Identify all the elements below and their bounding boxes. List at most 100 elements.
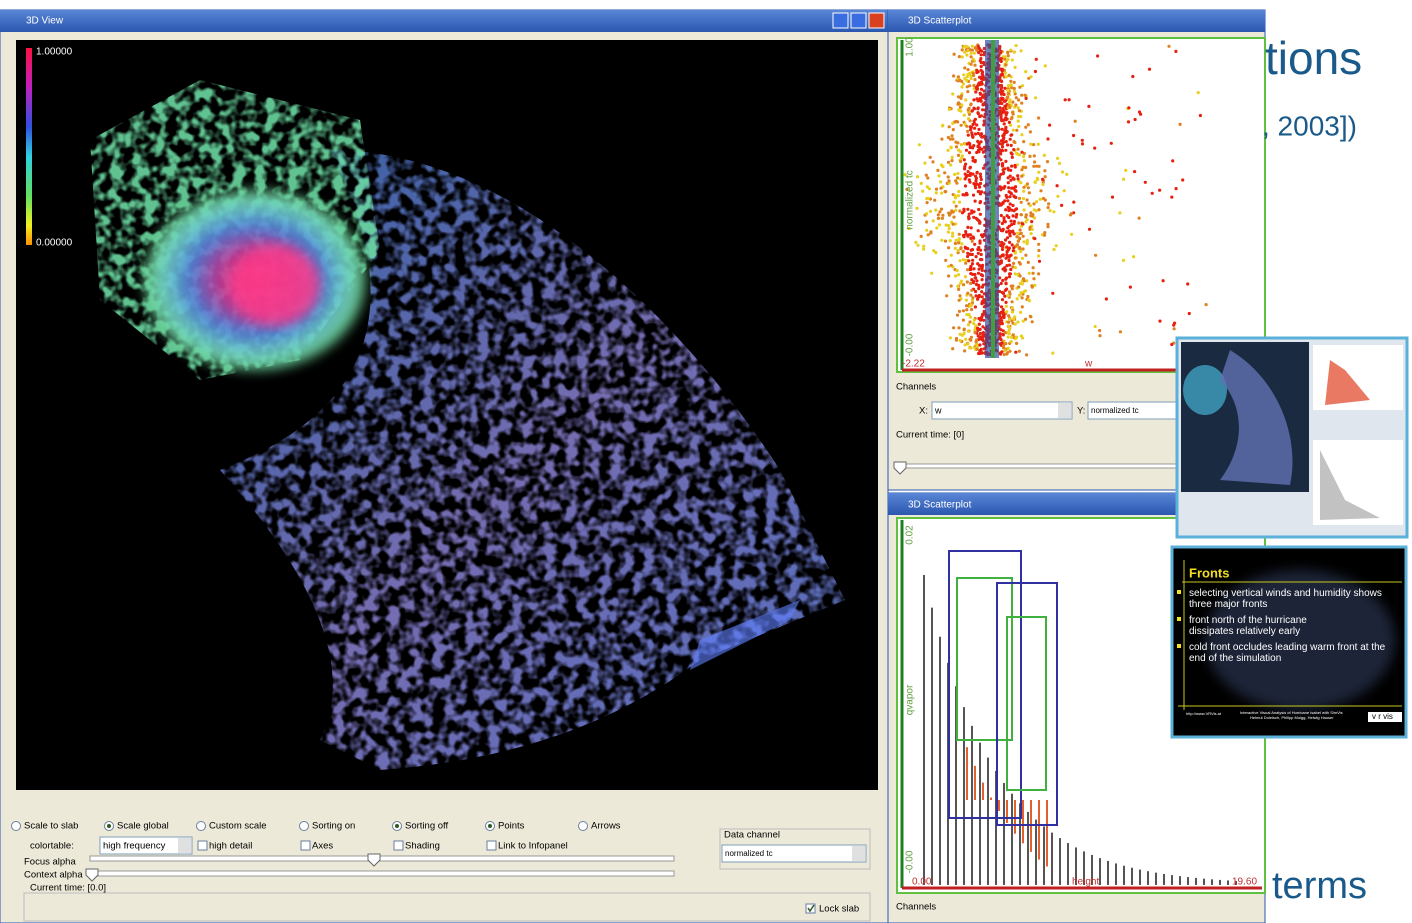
radio-button[interactable] bbox=[197, 822, 206, 831]
dropdown-button[interactable] bbox=[1058, 403, 1071, 418]
scatter-point bbox=[1020, 49, 1023, 52]
checkbox[interactable] bbox=[301, 841, 310, 850]
scatter-point bbox=[966, 280, 969, 283]
scatter-point bbox=[1003, 111, 1006, 114]
checkbox[interactable] bbox=[198, 841, 207, 850]
radio-label[interactable]: Sorting on bbox=[312, 821, 355, 832]
scatter-point bbox=[1011, 287, 1014, 290]
scatter-point bbox=[1023, 208, 1026, 211]
scatter-point bbox=[932, 219, 935, 222]
radio-label[interactable]: Scale to slab bbox=[24, 821, 78, 832]
scatter-point bbox=[1033, 237, 1036, 240]
scatter-point bbox=[973, 64, 976, 67]
select-value[interactable]: normalized tc bbox=[1091, 406, 1139, 415]
context-slider[interactable] bbox=[90, 871, 674, 876]
scatter-point bbox=[1001, 229, 1004, 232]
scatter-point bbox=[957, 190, 960, 193]
scatter-point bbox=[1017, 115, 1020, 118]
checkbox-label[interactable]: Link to Infopanel bbox=[498, 841, 568, 852]
close-button[interactable] bbox=[869, 13, 884, 28]
scatter-point bbox=[964, 230, 967, 233]
scatter-point bbox=[1011, 306, 1014, 309]
x-channel-select[interactable] bbox=[932, 402, 1072, 419]
scatter-point bbox=[1016, 297, 1019, 300]
scatter-point bbox=[1000, 50, 1003, 53]
scatter-point bbox=[971, 45, 974, 48]
scatter-point bbox=[1002, 316, 1005, 319]
scatter-point bbox=[968, 84, 971, 87]
scatter-point bbox=[1127, 120, 1130, 123]
scatter-point bbox=[951, 232, 954, 235]
scatter-point bbox=[1017, 177, 1020, 180]
checkbox[interactable] bbox=[394, 841, 403, 850]
scatter-point bbox=[1002, 201, 1005, 204]
scatter-point bbox=[945, 294, 948, 297]
maximize-button[interactable] bbox=[851, 13, 866, 28]
scatter-point bbox=[941, 165, 944, 168]
scatter-point bbox=[974, 175, 977, 178]
radio-dot bbox=[395, 824, 399, 828]
scatter-point bbox=[1013, 178, 1016, 181]
scatter-point bbox=[943, 171, 946, 174]
radio-button[interactable] bbox=[300, 822, 309, 831]
dropdown-button[interactable] bbox=[852, 846, 865, 861]
radio-label[interactable]: Custom scale bbox=[209, 821, 267, 832]
radio-label[interactable]: Points bbox=[498, 821, 525, 832]
scatter-point bbox=[1014, 66, 1017, 69]
scatter-point bbox=[975, 279, 978, 282]
scatter-point bbox=[1036, 178, 1039, 181]
scatter-point bbox=[1011, 156, 1014, 159]
select-value[interactable]: w bbox=[934, 405, 942, 415]
scatter-point bbox=[978, 190, 981, 193]
scatter-point bbox=[1006, 167, 1009, 170]
checkbox-label[interactable]: Lock slab bbox=[819, 904, 859, 915]
scatter-point bbox=[970, 63, 973, 66]
minimize-button[interactable] bbox=[833, 13, 848, 28]
scatter-point bbox=[935, 191, 938, 194]
scatter-point bbox=[976, 262, 979, 265]
scatter-point bbox=[1000, 350, 1003, 353]
select-value[interactable]: normalized tc bbox=[725, 849, 773, 858]
scatter-point bbox=[966, 252, 969, 255]
scatter-point bbox=[939, 180, 942, 183]
radio-label[interactable]: Scale global bbox=[117, 821, 169, 832]
scatter-point bbox=[969, 294, 972, 297]
scatter-point bbox=[953, 173, 956, 176]
scatter-point bbox=[978, 222, 981, 225]
scatter-point bbox=[1133, 170, 1136, 173]
scatter-point bbox=[1008, 195, 1011, 198]
scatter-point bbox=[999, 244, 1002, 247]
radio-button[interactable] bbox=[12, 822, 21, 831]
scatter-point bbox=[966, 247, 969, 250]
scatter-point bbox=[1094, 254, 1097, 257]
dropdown-button[interactable] bbox=[178, 838, 191, 853]
scatter-point bbox=[1014, 185, 1017, 188]
time-slider[interactable] bbox=[895, 464, 1185, 468]
radio-button[interactable] bbox=[579, 822, 588, 831]
colorbar-label: 0.00000 bbox=[36, 238, 73, 249]
scatter-point bbox=[982, 331, 985, 334]
radio-label[interactable]: Sorting off bbox=[405, 821, 448, 832]
scatter-point bbox=[937, 174, 940, 177]
scatter-point bbox=[965, 299, 968, 302]
scatter-point bbox=[1006, 236, 1009, 239]
scatter-point bbox=[1007, 181, 1010, 184]
scatter-point bbox=[1047, 206, 1050, 209]
scatter-point bbox=[1037, 143, 1040, 146]
scatter-point bbox=[954, 247, 957, 250]
checkbox-label[interactable]: Shading bbox=[405, 841, 440, 852]
scatter-point bbox=[967, 142, 970, 145]
scatter-point bbox=[1110, 142, 1113, 145]
scatter-point bbox=[1001, 134, 1004, 137]
checkbox[interactable] bbox=[487, 841, 496, 850]
scatter-point bbox=[952, 326, 955, 329]
radio-label[interactable]: Arrows bbox=[591, 821, 621, 832]
checkbox-label[interactable]: Axes bbox=[312, 841, 333, 852]
scatter-point bbox=[1020, 213, 1023, 216]
select-value[interactable]: high frequency bbox=[103, 841, 166, 852]
focus-slider[interactable] bbox=[90, 856, 674, 861]
checkbox-label[interactable]: high detail bbox=[209, 841, 252, 852]
scatter-point bbox=[1019, 274, 1022, 277]
scatter-point bbox=[1170, 343, 1173, 346]
scatter-point bbox=[1081, 139, 1084, 142]
